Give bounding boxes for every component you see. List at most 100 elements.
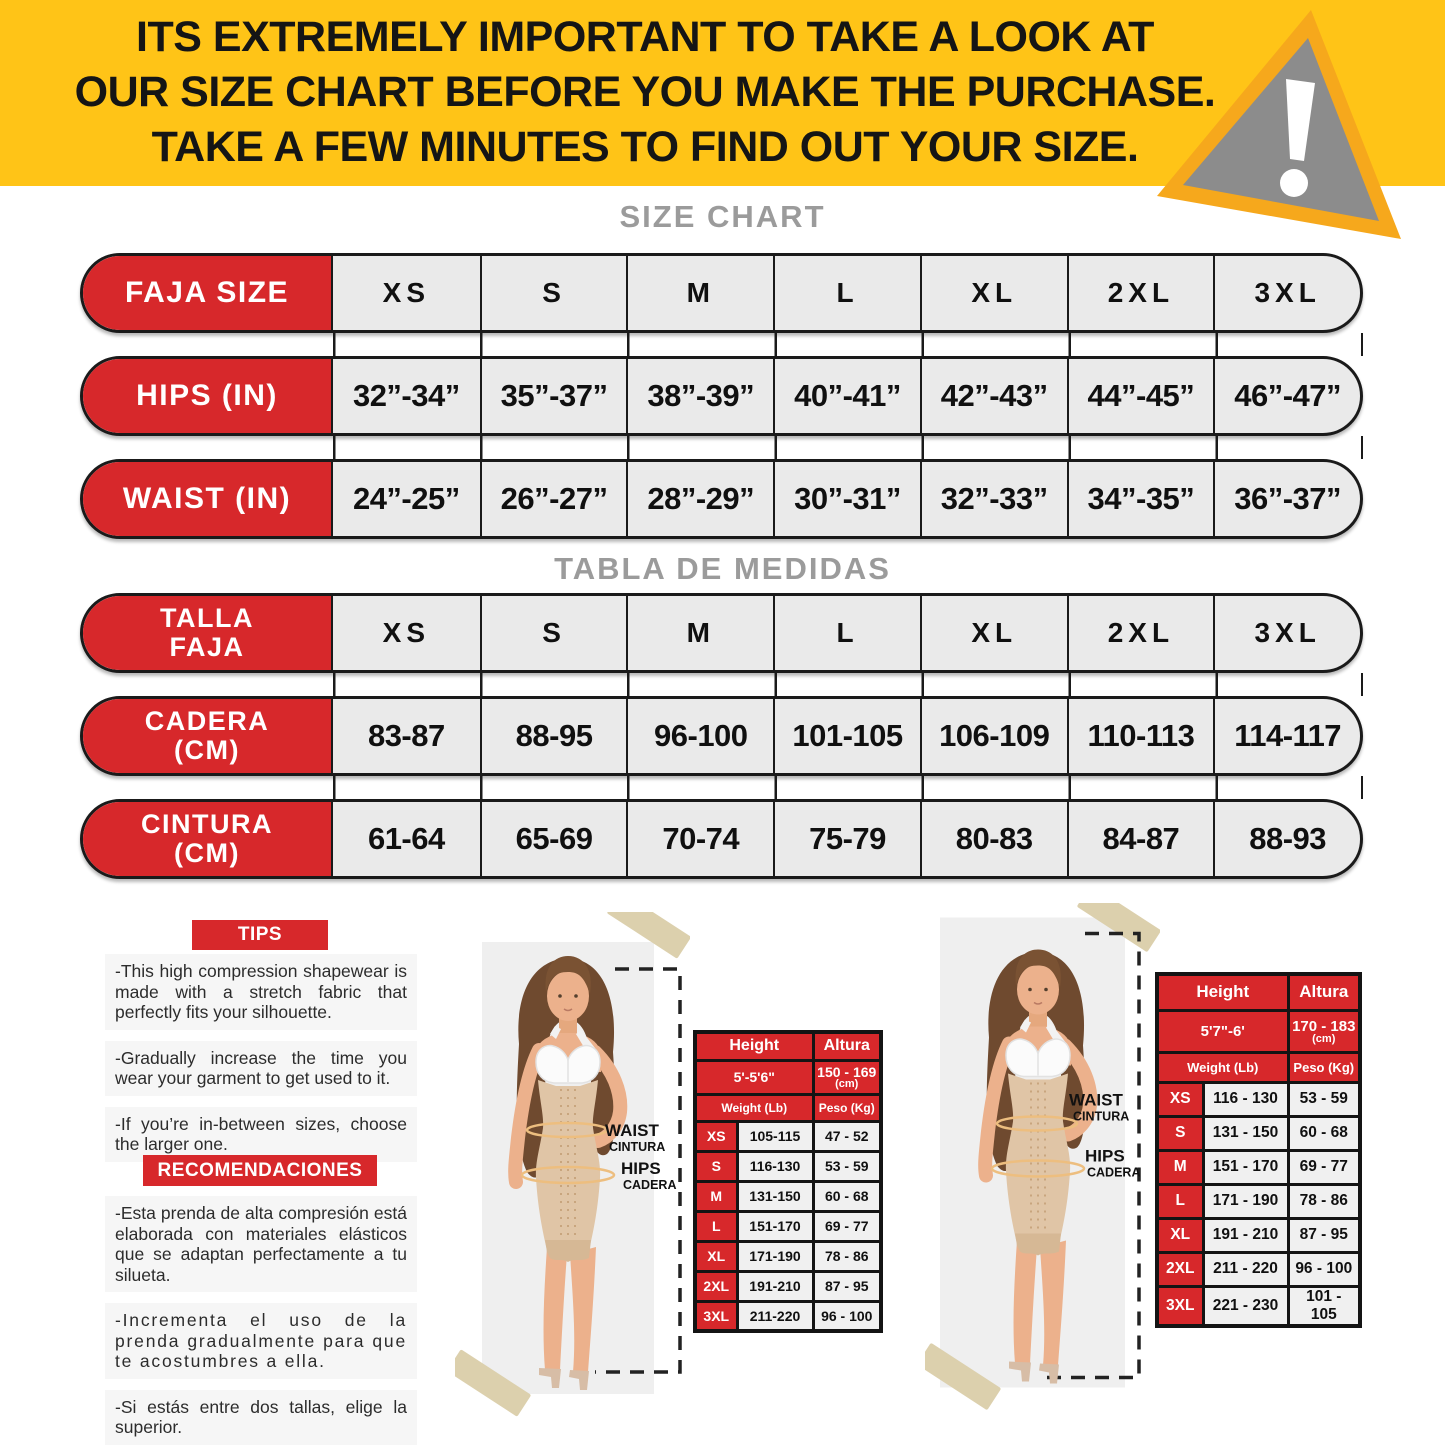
height-range: 5'-5'6" — [693, 1058, 815, 1096]
table-cell: 2XL — [1066, 596, 1214, 670]
table-cell: XL — [919, 596, 1067, 670]
exclamation-bar — [1286, 79, 1315, 161]
triangle-fill — [1183, 38, 1379, 221]
height-range-row: 5'7"-6' 170 - 183 (cm) — [1155, 1008, 1362, 1054]
table-cell: 34”-35” — [1066, 462, 1214, 536]
table-header-row: Height Altura — [1155, 972, 1362, 1012]
table-row: XL 171-190 78 - 86 — [693, 1239, 883, 1273]
table-cell: 32”-33” — [919, 462, 1067, 536]
size-cell: 2XL — [1155, 1250, 1205, 1288]
table-row: XL 191 - 210 87 - 95 — [1155, 1216, 1362, 1254]
size-cell: S — [693, 1149, 739, 1183]
altura-header: Altura — [1286, 972, 1362, 1012]
table-cell: 110-113 — [1066, 699, 1214, 773]
model-photo-short: WAIST CINTURA HIPS CADERA — [447, 891, 691, 1432]
banner-line-1: ITS EXTREMELY IMPORTANT TO TAKE A LOOK A… — [136, 13, 1154, 61]
table-cell: 80-83 — [919, 802, 1067, 876]
kg-cell: 60 - 68 — [811, 1179, 883, 1213]
row-label: TALLA FAJA — [83, 596, 333, 670]
altura-range: 150 - 169 (cm) — [811, 1058, 883, 1096]
column-connector-lines — [333, 436, 1363, 459]
kg-cell: 87 - 95 — [1286, 1216, 1362, 1254]
table-cell: 38”-39” — [626, 359, 773, 433]
lb-cell: 116-130 — [735, 1149, 815, 1183]
table-cell: 46”-47” — [1213, 359, 1360, 433]
table-cell: 36”-37” — [1213, 462, 1360, 536]
size-cell: L — [693, 1209, 739, 1243]
table-cell: 106-109 — [919, 699, 1067, 773]
exclamation-dot — [1280, 169, 1308, 197]
weight-table-height-short: Height Altura 5'-5'6" 150 - 169 (cm) Weig… — [693, 1030, 883, 1333]
table-cell: 70-74 — [626, 802, 773, 876]
units-row: Weight (Lb) Peso (Kg) — [1155, 1050, 1362, 1084]
tips-list: -This high compression shapewear is made… — [105, 954, 417, 1173]
size-cell: XL — [1155, 1216, 1205, 1254]
waist-measure-line — [525, 1121, 609, 1139]
size-cell: XS — [693, 1119, 739, 1153]
table-row-hips-in: HIPS (IN) 32”-34” 35”-37” 38”-39” 40”-41… — [80, 356, 1363, 436]
waist-label: WAIST — [1069, 1091, 1123, 1110]
lb-cell: 221 - 230 — [1201, 1284, 1290, 1327]
table-cell: 30”-31” — [773, 462, 920, 536]
banner-line-3: TAKE A FEW MINUTES TO FIND OUT YOUR SIZE… — [151, 123, 1139, 171]
lb-cell: 211 - 220 — [1201, 1250, 1290, 1288]
size-chart-table-inches: FAJA SIZE XS S M L XL 2XL 3XL HIPS (IN) … — [80, 253, 1363, 539]
altura-header: Altura — [811, 1030, 883, 1062]
table-cell: 96-100 — [626, 699, 773, 773]
height-header: Height — [693, 1030, 815, 1062]
table-row: 3XL 211-220 96 - 100 — [693, 1299, 883, 1333]
size-cell: 3XL — [693, 1299, 739, 1333]
kg-cell: 78 - 86 — [1286, 1182, 1362, 1220]
table-row-faja-size: FAJA SIZE XS S M L XL 2XL 3XL — [80, 253, 1363, 333]
table-cell: M — [626, 596, 773, 670]
table-cell: L — [773, 596, 920, 670]
kg-cell: 96 - 100 — [1286, 1250, 1362, 1288]
table-row: XS 116 - 130 53 - 59 — [1155, 1080, 1362, 1118]
table-row-cadera-cm: CADERA (CM) 83-87 88-95 96-100 101-105 1… — [80, 696, 1363, 776]
hips-measure-line — [520, 1165, 616, 1185]
table-cell: L — [773, 256, 920, 330]
table-cell: 101-105 — [773, 699, 920, 773]
tip-item: -Gradually increase the time you wear yo… — [105, 1040, 417, 1096]
banner-line-2: OUR SIZE CHART BEFORE YOU MAKE THE PURCH… — [74, 68, 1216, 116]
table-row-talla-faja: TALLA FAJA XS S M L XL 2XL 3XL — [80, 593, 1363, 673]
table-cell: S — [479, 256, 627, 330]
table-cell: 61-64 — [367, 821, 445, 856]
peso-kg-header: Peso (Kg) — [811, 1092, 883, 1123]
lb-cell: 131 - 150 — [1201, 1114, 1290, 1152]
table-cell: 32”-34” — [352, 378, 460, 413]
table-cell: 35”-37” — [479, 359, 627, 433]
kg-cell: 101 - 105 — [1286, 1284, 1362, 1327]
table-cell: XS — [382, 277, 431, 308]
table-cell: 26”-27” — [479, 462, 627, 536]
size-cell: 2XL — [693, 1269, 739, 1303]
lb-cell: 116 - 130 — [1201, 1080, 1290, 1118]
table-row: 2XL 211 - 220 96 - 100 — [1155, 1250, 1362, 1288]
table-row: S 131 - 150 60 - 68 — [1155, 1114, 1362, 1152]
cadera-label: CADERA — [623, 1178, 676, 1192]
cintura-label: CINTURA — [1073, 1110, 1129, 1124]
recomendacion-item: -Incrementa el uso de la prenda gradualm… — [105, 1303, 417, 1379]
recomendaciones-title: RECOMENDACIONES — [143, 1155, 377, 1186]
table-cell: 3XL — [1213, 596, 1360, 670]
size-cell: S — [1155, 1114, 1205, 1152]
lb-cell: 191 - 210 — [1201, 1216, 1290, 1254]
table-cell: 65-69 — [479, 802, 627, 876]
table-cell: 40”-41” — [773, 359, 920, 433]
table-cell: 42”-43” — [919, 359, 1067, 433]
tip-item: -This high compression shapewear is made… — [105, 954, 417, 1030]
kg-cell: 53 - 59 — [811, 1149, 883, 1183]
row-label: HIPS (IN) — [83, 359, 333, 433]
units-row: Weight (Lb) Peso (Kg) — [693, 1092, 883, 1123]
table-row: S 116-130 53 - 59 — [693, 1149, 883, 1183]
table-cell: 44”-45” — [1066, 359, 1214, 433]
row-label: CINTURA (CM) — [83, 802, 333, 876]
kg-cell: 78 - 86 — [811, 1239, 883, 1273]
kg-cell: 47 - 52 — [811, 1119, 883, 1153]
model-figure — [978, 949, 1098, 1384]
tape-bottom — [917, 1343, 1001, 1410]
table-cell: 114-117 — [1213, 699, 1360, 773]
measurement-bracket — [595, 967, 682, 1374]
table-row: M 151 - 170 69 - 77 — [1155, 1148, 1362, 1186]
size-chart-table-cm: TALLA FAJA XS S M L XL 2XL 3XL CADERA (C… — [80, 593, 1363, 879]
